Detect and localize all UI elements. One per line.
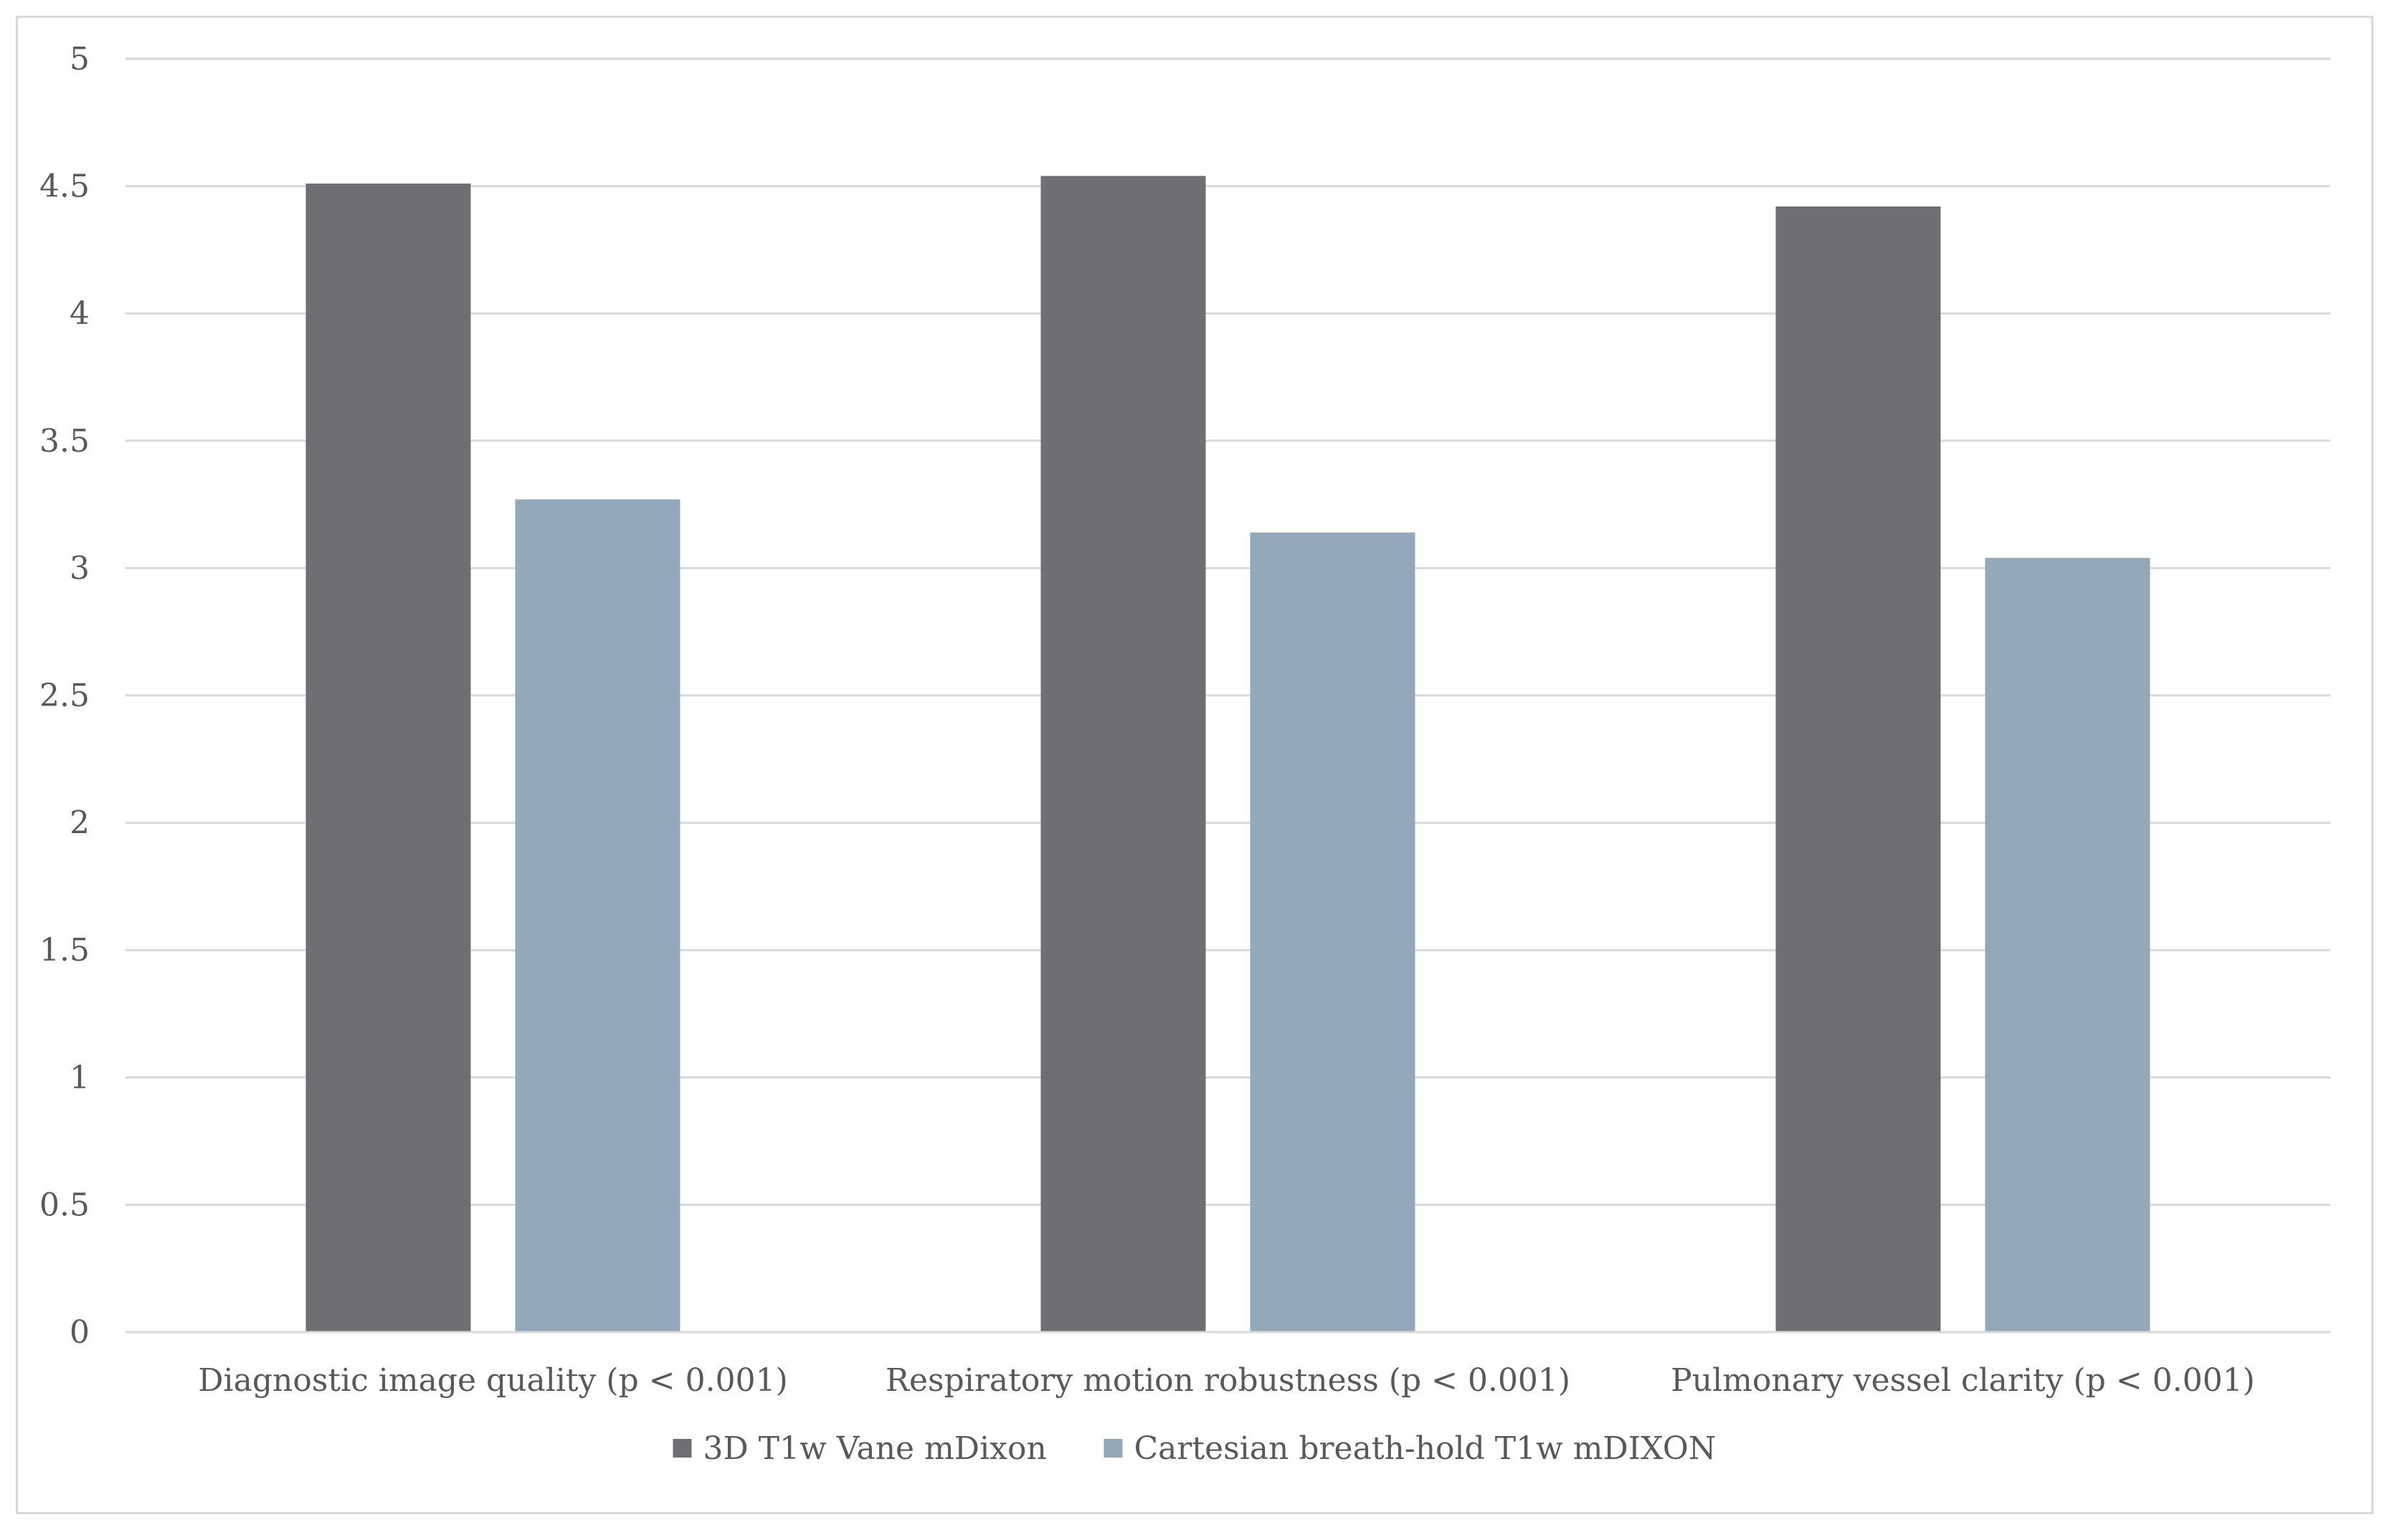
x-category-label: Respiratory motion robustness (p < 0.001…: [886, 1362, 1570, 1399]
y-tick-label: 1: [70, 1060, 90, 1096]
legend-label: 3D T1w Vane mDixon: [703, 1430, 1047, 1467]
bars: [305, 176, 2150, 1333]
x-category-label: Pulmonary vessel clarity (p < 0.001): [1671, 1362, 2255, 1399]
bar-cartesian-2: [1985, 558, 2150, 1332]
bar-cartesian-1: [1250, 532, 1415, 1332]
bar-vane-0: [305, 184, 471, 1333]
bar-vane-1: [1040, 176, 1206, 1333]
y-tick-label: 5: [70, 41, 90, 77]
y-tick-label: 4: [70, 295, 90, 332]
y-tick-label: 3.5: [39, 423, 90, 460]
y-tick-label: 0: [70, 1314, 90, 1351]
legend-swatch: [1104, 1439, 1123, 1458]
x-axis-category-labels: Diagnostic image quality (p < 0.001) Resp…: [198, 1362, 2255, 1399]
y-tick-label: 1.5: [39, 932, 90, 969]
y-axis-tick-labels: 0 0.5 1 1.5 2 2.5 3 3.5 4 4.5 5: [39, 41, 90, 1351]
x-category-label: Diagnostic image quality (p < 0.001): [198, 1362, 787, 1399]
y-tick-label: 2.5: [39, 678, 90, 714]
y-tick-label: 0.5: [39, 1187, 90, 1223]
legend-label: Cartesian breath-hold T1w mDIXON: [1134, 1430, 1717, 1467]
y-tick-label: 2: [70, 805, 90, 842]
gridlines: [125, 57, 2330, 1206]
y-tick-label: 4.5: [39, 168, 90, 205]
legend-swatch: [673, 1439, 692, 1458]
y-tick-label: 3: [70, 550, 90, 586]
legend: 3D T1w Vane mDixon Cartesian breath-hold …: [673, 1430, 1717, 1467]
bar-vane-2: [1775, 206, 1941, 1332]
bar-cartesian-0: [515, 499, 680, 1332]
